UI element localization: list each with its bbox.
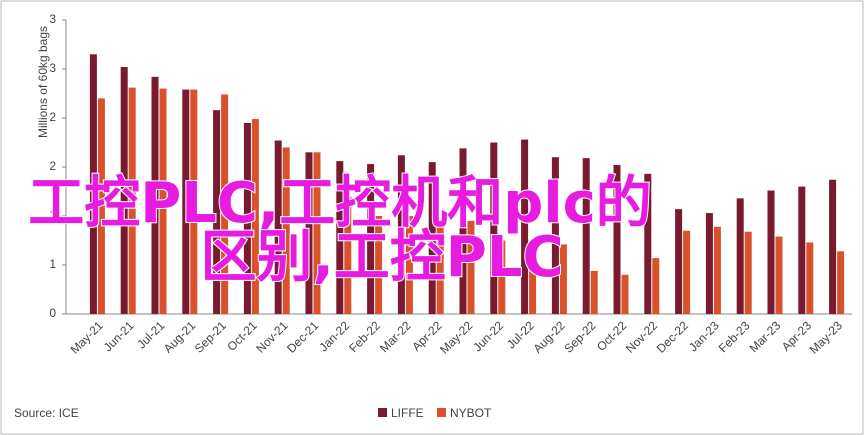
bar xyxy=(613,165,621,314)
y-tick-label: 0 xyxy=(49,306,56,320)
bar xyxy=(213,110,221,314)
bar xyxy=(436,225,444,314)
legend-label: LIFFE xyxy=(391,406,424,420)
bar xyxy=(798,186,806,314)
bar xyxy=(498,240,506,314)
bar xyxy=(652,258,660,314)
bar xyxy=(490,142,498,314)
legend-swatch xyxy=(378,408,387,417)
bar xyxy=(467,220,475,314)
bar xyxy=(182,89,190,314)
y-tick-label: 2 xyxy=(49,110,56,124)
bar xyxy=(313,152,321,314)
y-tick-label: 2 xyxy=(49,159,56,173)
bar xyxy=(829,179,837,314)
source: Source: ICE xyxy=(14,406,79,420)
bar xyxy=(621,274,629,314)
bar xyxy=(551,157,559,314)
overlay-text: 区别,工控PLC xyxy=(200,225,563,290)
bar xyxy=(336,161,344,314)
bar xyxy=(459,148,467,314)
bar xyxy=(775,236,783,314)
bar xyxy=(282,147,290,314)
bar xyxy=(274,140,282,314)
bar xyxy=(405,216,413,314)
legend-swatch xyxy=(437,408,446,417)
bar xyxy=(151,76,159,314)
bar xyxy=(713,226,721,314)
bar xyxy=(683,230,691,314)
bar xyxy=(221,94,229,314)
bar xyxy=(806,242,814,314)
bar xyxy=(559,244,567,314)
bar xyxy=(529,245,537,314)
bar xyxy=(89,54,97,315)
bar xyxy=(428,162,436,314)
bar xyxy=(837,251,845,314)
bar xyxy=(744,231,752,314)
bar xyxy=(736,198,744,314)
bar xyxy=(644,173,652,314)
bar xyxy=(344,196,352,314)
bar xyxy=(305,152,313,314)
bar xyxy=(159,88,167,314)
y-tick-label: 3 xyxy=(49,61,56,75)
bar xyxy=(590,270,598,314)
bar xyxy=(397,155,405,314)
y-tick-label: 3 xyxy=(49,12,56,26)
bar xyxy=(190,89,198,314)
bar xyxy=(375,216,383,314)
bar xyxy=(243,122,251,315)
bar xyxy=(120,67,128,314)
bar xyxy=(128,87,136,315)
bar xyxy=(251,118,259,314)
bar xyxy=(675,209,683,314)
bar xyxy=(97,98,105,315)
legend-label: NYBOT xyxy=(450,406,492,420)
bar xyxy=(521,139,529,314)
bar xyxy=(767,190,775,314)
y-tick-label: 1 xyxy=(49,208,56,222)
bar xyxy=(705,213,713,314)
bar xyxy=(367,164,375,314)
overlay-text: 工控PLC,工控机和plc的 xyxy=(28,171,652,236)
y-axis-title: Millions of 60kg bags xyxy=(36,26,50,138)
y-tick-label: 1 xyxy=(49,257,56,271)
bar xyxy=(582,158,590,314)
